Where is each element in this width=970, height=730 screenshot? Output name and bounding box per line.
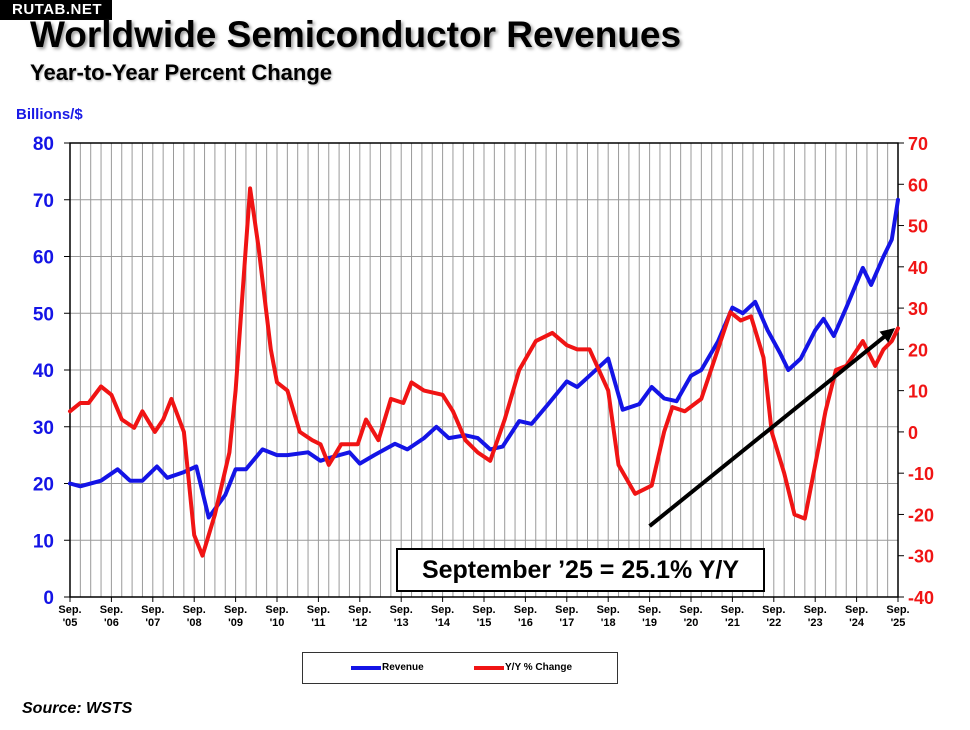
x-tick-label: '25 (891, 617, 906, 629)
y-tick-label: 70 (33, 191, 54, 212)
legend-label-yoy: Y/Y % Change (505, 662, 573, 673)
y2-tick-label: 30 (908, 299, 928, 319)
x-tick-label: '20 (684, 617, 699, 629)
x-tick-label: Sep. (265, 604, 288, 616)
watermark: RUTAB.NET (0, 0, 113, 20)
y2-tick-label: -40 (908, 588, 934, 608)
x-tick-label: Sep. (58, 604, 81, 616)
y-tick-label: 10 (33, 531, 54, 552)
left-axis-label: Billions/$ (16, 106, 83, 123)
x-tick-label: '22 (766, 617, 781, 629)
y-tick-label: 40 (33, 361, 54, 382)
y-tick-label: 20 (33, 475, 54, 496)
x-tick-label: '05 (63, 617, 78, 629)
x-tick-label: '09 (228, 617, 243, 629)
x-tick-label: Sep. (141, 604, 164, 616)
x-tick-label: '21 (725, 617, 740, 629)
x-tick-label: Sep. (845, 604, 868, 616)
x-tick-label: '17 (559, 617, 574, 629)
x-tick-label: Sep. (472, 604, 495, 616)
legend-swatch-revenue (351, 665, 381, 670)
legend-label-revenue: Revenue (382, 662, 424, 673)
x-tick-label: Sep. (390, 604, 413, 616)
x-tick-label: '08 (187, 617, 202, 629)
x-tick-label: Sep. (555, 604, 578, 616)
x-tick-label: Sep. (679, 604, 702, 616)
x-tick-label: '24 (849, 617, 865, 629)
x-tick-label: '11 (311, 617, 325, 629)
y2-tick-label: -10 (908, 464, 934, 484)
y2-tick-label: 50 (908, 217, 928, 237)
trend-arrow-head (879, 328, 896, 343)
y-tick-label: 0 (43, 588, 54, 609)
x-tick-label: Sep. (886, 604, 909, 616)
annotation-box: September ’25 = 25.1% Y/Y (396, 548, 765, 592)
x-tick-label: Sep. (431, 604, 454, 616)
y2-tick-label: -20 (908, 505, 934, 525)
y-tick-label: 30 (33, 418, 54, 439)
legend-swatch-yoy (474, 665, 504, 670)
y2-tick-label: 10 (908, 382, 928, 402)
x-tick-label: Sep. (224, 604, 247, 616)
x-tick-label: Sep. (348, 604, 371, 616)
y2-tick-label: 60 (908, 175, 928, 195)
x-tick-label: Sep. (307, 604, 330, 616)
x-tick-label: Sep. (183, 604, 206, 616)
x-tick-label: '10 (270, 617, 285, 629)
x-tick-label: '13 (394, 617, 409, 629)
y2-tick-label: -30 (908, 547, 934, 567)
x-tick-label: '12 (352, 617, 367, 629)
x-tick-label: '15 (477, 617, 492, 629)
y2-tick-label: 40 (908, 258, 928, 278)
x-tick-label: '18 (601, 617, 616, 629)
y2-tick-label: 0 (908, 423, 918, 443)
trend-arrow-line (648, 332, 889, 528)
x-tick-label: Sep. (762, 604, 785, 616)
legend-item-revenue: Revenue (351, 662, 424, 673)
x-tick-label: Sep. (597, 604, 620, 616)
x-tick-label: '06 (104, 617, 119, 629)
x-tick-label: Sep. (638, 604, 661, 616)
legend-item-yoy: Y/Y % Change (474, 662, 572, 673)
source-note: Source: WSTS (22, 700, 133, 717)
x-tick-label: Sep. (100, 604, 123, 616)
chart-subtitle: Year-to-Year Percent Change (30, 60, 333, 85)
x-tick-label: Sep. (721, 604, 744, 616)
x-tick-label: '19 (642, 617, 657, 629)
y-tick-label: 60 (33, 248, 54, 269)
x-tick-label: '23 (808, 617, 823, 629)
x-tick-label: Sep. (514, 604, 537, 616)
legend: Revenue Y/Y % Change (302, 652, 618, 684)
x-tick-label: '14 (435, 617, 451, 629)
x-tick-label: Sep. (804, 604, 827, 616)
series-line-yoy (68, 186, 900, 558)
y-tick-label: 50 (33, 304, 54, 325)
y2-tick-label: 20 (908, 340, 928, 360)
x-tick-label: '16 (518, 617, 533, 629)
y2-tick-label: 70 (908, 134, 928, 154)
chart-title: Worldwide Semiconductor Revenues (30, 14, 682, 55)
y-tick-label: 80 (33, 134, 54, 155)
x-tick-label: '07 (145, 617, 160, 629)
